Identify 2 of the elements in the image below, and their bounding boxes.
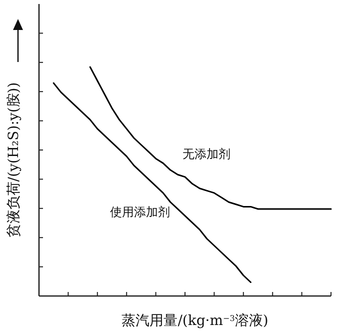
x-axis-title: 蒸汽用量/(kg·m$^{−3}$溶液) bbox=[122, 313, 268, 329]
y-axis-title: 贫液负荷/(y(H₂S):y(胺)) bbox=[6, 82, 22, 238]
